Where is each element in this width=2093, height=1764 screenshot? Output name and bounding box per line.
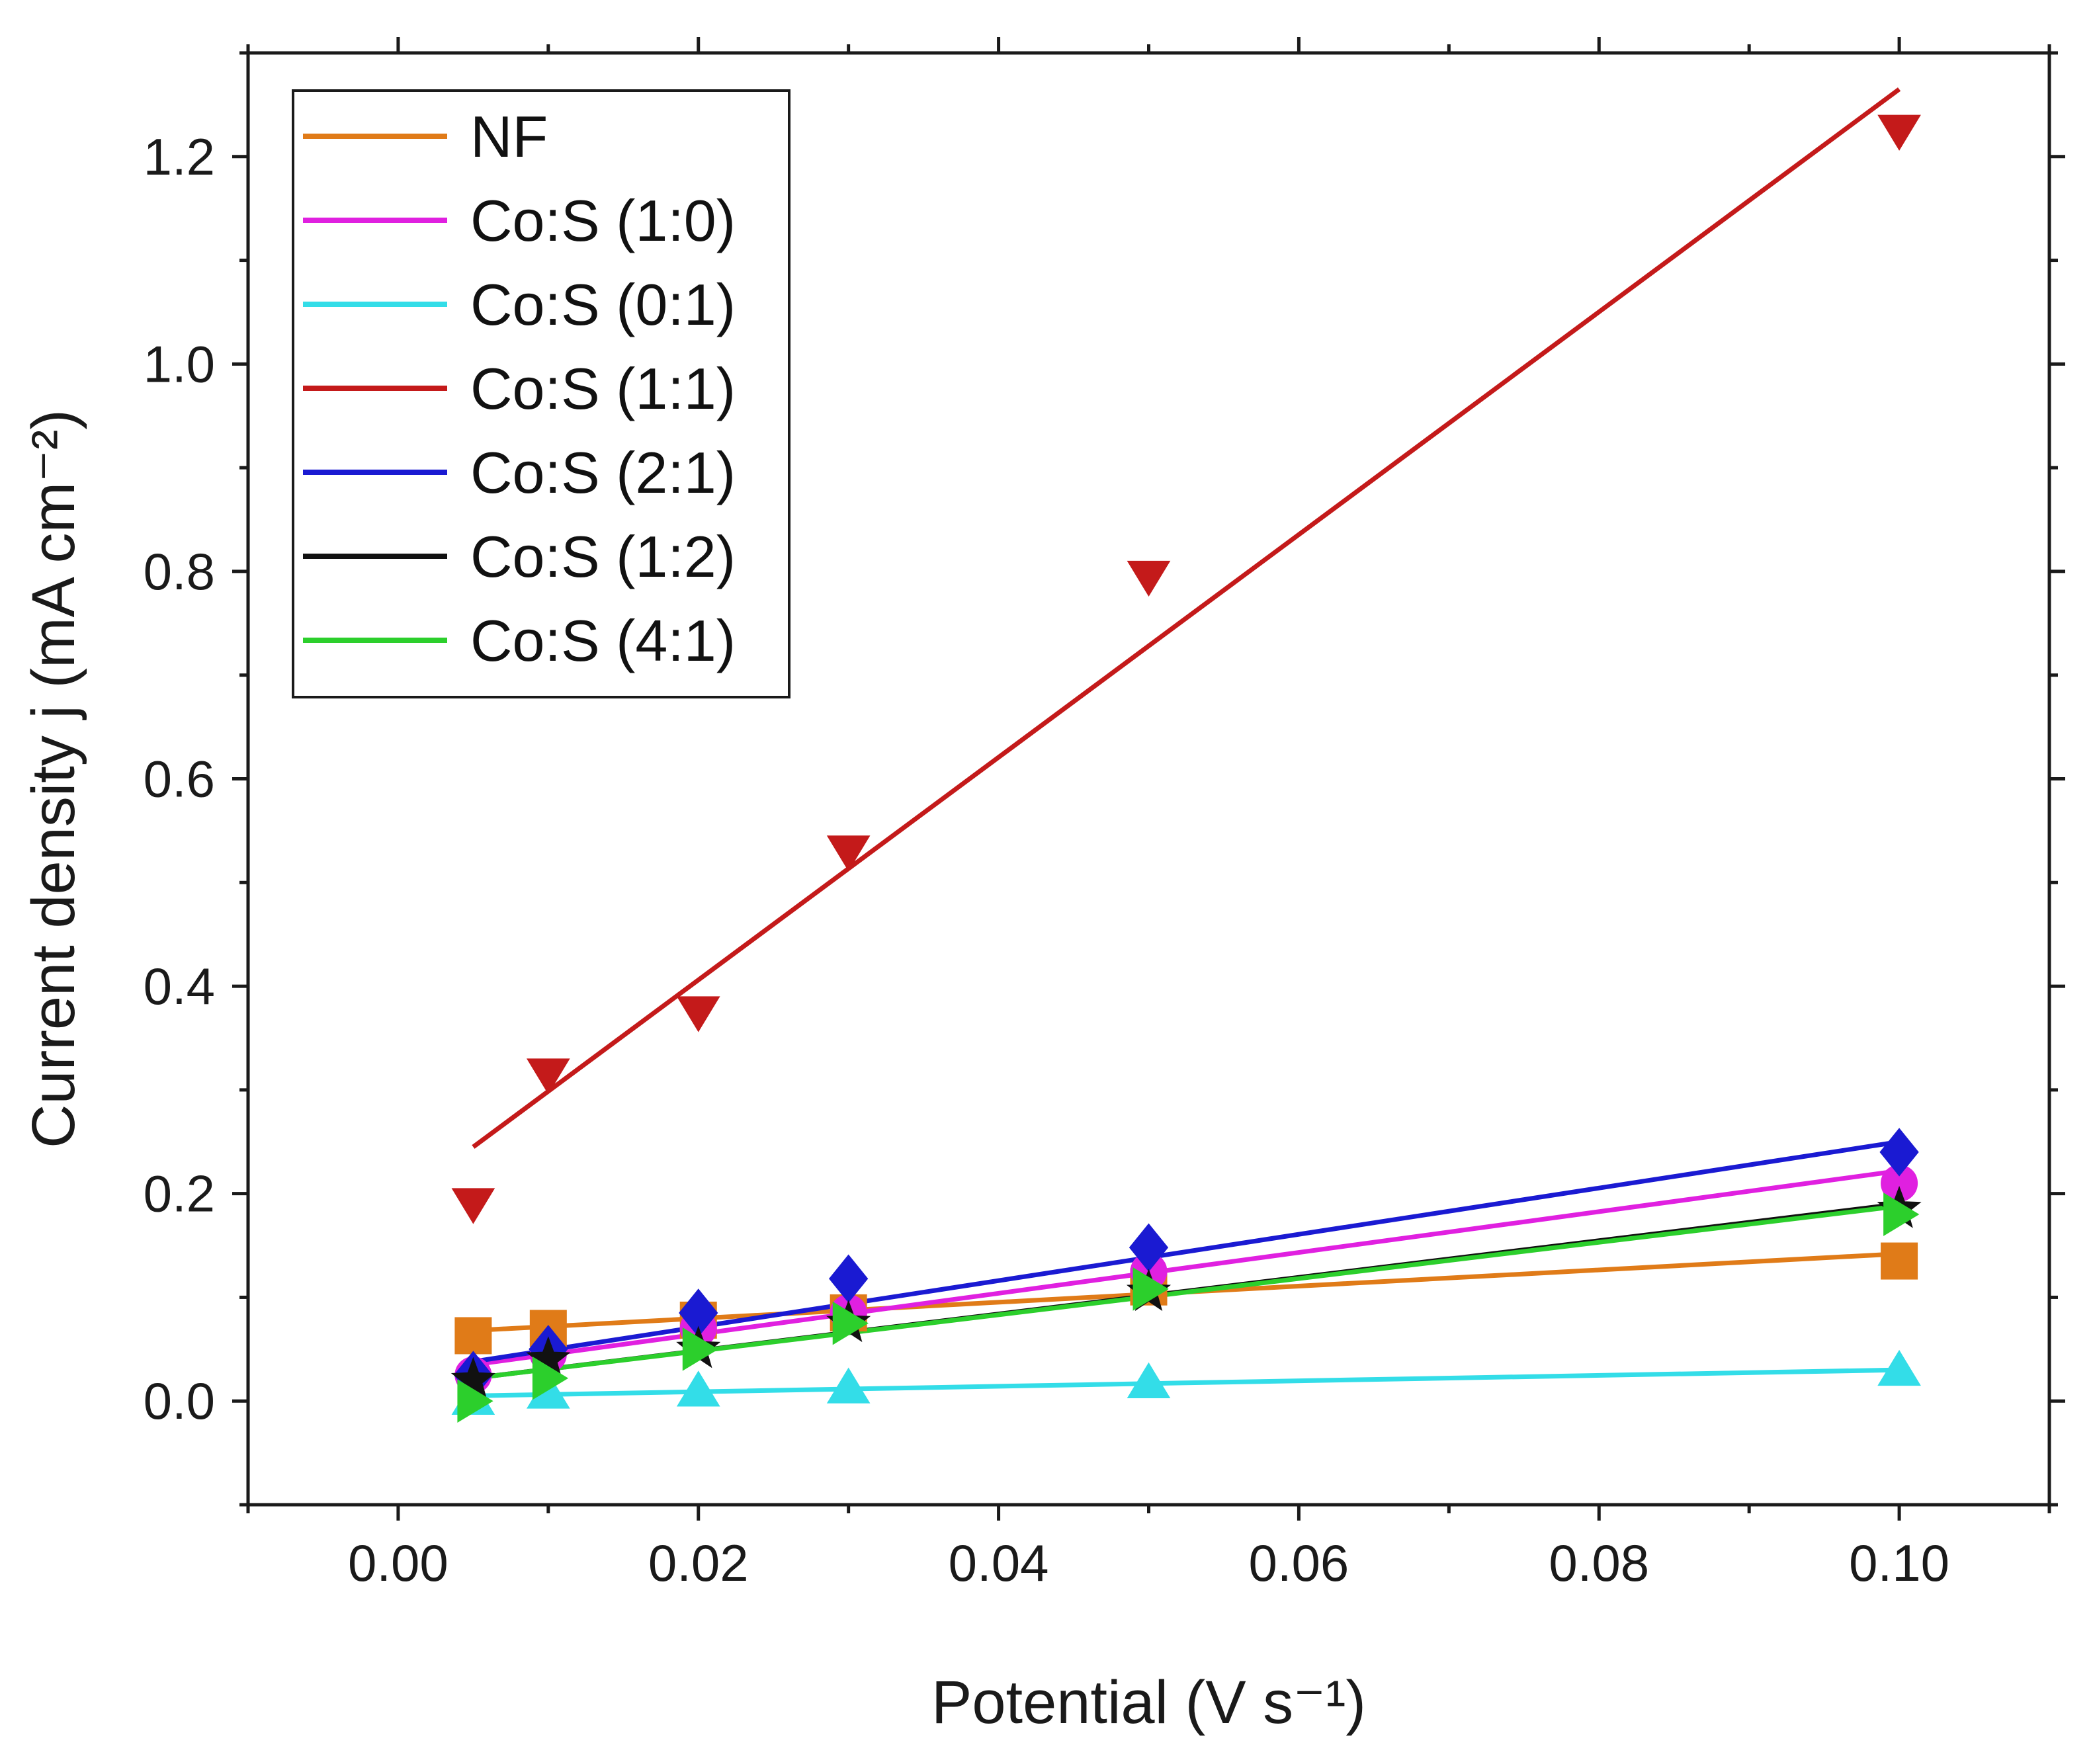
y-tick-label: 0.2 [144,1165,215,1223]
x-tick-label: 0.06 [1249,1534,1349,1592]
data-point-nf [1881,1242,1918,1280]
y-tick-label: 1.2 [144,128,215,186]
legend-label-co-s-4-1: Co:S (4:1) [470,608,736,673]
data-point-co-s-4-1 [832,1301,869,1345]
data-point-co-s-1-1 [826,835,871,872]
data-point-co-s-4-1 [1132,1267,1169,1311]
x-tick-label: 0.04 [949,1534,1049,1592]
legend-label-nf: NF [470,104,548,169]
data-point-co-s-0-1 [1877,1349,1921,1386]
legend-label-co-s-0-1: Co:S (0:1) [470,272,736,337]
data-point-co-s-1-1 [1127,560,1171,597]
x-tick-label: 0.02 [648,1534,749,1592]
y-tick-label: 0.8 [144,542,215,601]
y-tick-label: 0.0 [144,1372,215,1430]
legend-label-co-s-1-2: Co:S (1:2) [470,524,736,589]
data-point-co-s-0-1 [676,1370,720,1407]
data-point-co-s-1-1 [676,996,720,1032]
legend-label-co-s-1-1: Co:S (1:1) [470,356,736,421]
fit-line-co-s-1-1 [472,87,1901,1149]
data-point-co-s-4-1 [682,1327,719,1371]
x-tick-label: 0.10 [1849,1534,1949,1592]
legend-label-co-s-2-1: Co:S (2:1) [470,440,736,505]
axis-ticks-group [232,37,2065,1521]
data-point-co-s-1-1 [527,1058,570,1095]
data-point-nf [454,1317,492,1355]
data-point-co-s-0-1 [826,1367,871,1404]
data-point-co-s-1-1 [451,1188,495,1224]
x-tick-label: 0.00 [348,1534,448,1592]
legend: NF Co:S (1:0) Co:S (0:1) Co:S (1:1) Co:S (2:… [292,89,790,698]
data-point-co-s-4-1 [532,1356,569,1400]
data-point-co-s-0-1 [1127,1362,1171,1398]
data-point-co-s-2-1 [1879,1128,1919,1177]
x-axis-title: Potential (V s⁻¹) [931,1669,1366,1736]
data-points-group [450,114,1922,1423]
y-tick-label: 0.4 [144,957,215,1015]
data-point-co-s-4-1 [1883,1193,1920,1236]
y-tick-label: 0.6 [144,750,215,808]
y-axis-title: Current density j (mA cm⁻²) [20,409,87,1148]
x-tick-label: 0.08 [1549,1534,1649,1592]
data-point-co-s-4-1 [457,1379,493,1423]
y-tick-label: 1.0 [144,335,215,393]
tick-labels-group: 0.00 0.02 0.04 0.06 0.08 0.10 0.0 0.2 0.4 0.6 0.8 1… [144,128,1949,1592]
data-point-co-s-1-1 [1877,114,1921,151]
legend-label-co-s-1-0: Co:S (1:0) [470,188,736,253]
legend-box [292,89,790,698]
